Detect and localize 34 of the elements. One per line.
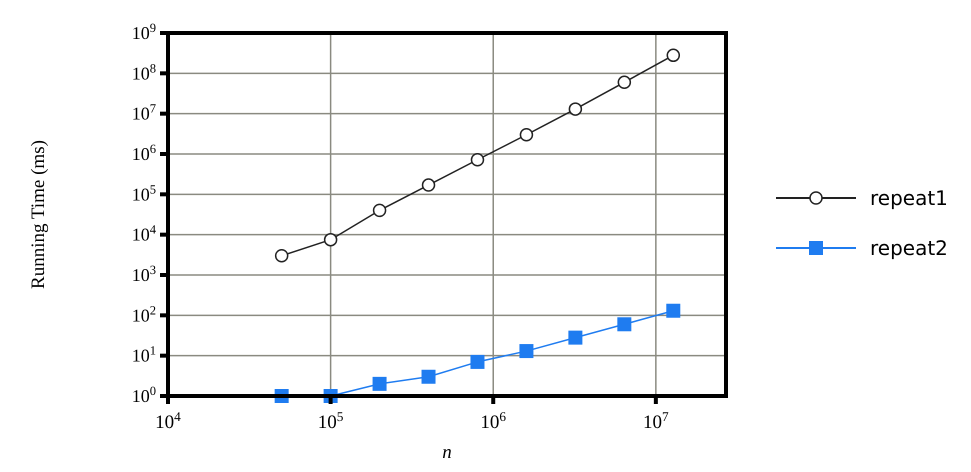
point [422, 370, 436, 384]
y-tick-label: 10$^{9}$ [132, 21, 156, 43]
point [470, 354, 484, 369]
point [324, 232, 338, 246]
legend-label: repeat2 [870, 236, 948, 260]
x-tick-label: 10$^{5}$ [318, 408, 344, 433]
point [666, 48, 680, 62]
x-tick-label: 10$^{4}$ [155, 408, 182, 433]
legend-label: repeat1 [870, 186, 948, 210]
point [520, 128, 534, 142]
point [617, 317, 632, 332]
point [618, 76, 632, 90]
point [470, 153, 484, 167]
point [372, 204, 386, 218]
y-axis-title: Running Time (ms) [28, 140, 49, 289]
point [274, 249, 288, 263]
y-tick-label: 10$^{0}$ [132, 384, 156, 406]
y-tick-label: 10$^{3}$ [132, 263, 156, 285]
y-tick-label: 10$^{4}$ [132, 222, 157, 245]
point [422, 178, 436, 192]
point [568, 330, 582, 345]
point [372, 376, 387, 391]
x-tick-label: 10$^{7}$ [643, 408, 670, 433]
y-tick-label: 10$^{6}$ [132, 142, 156, 164]
y-tick-label: 10$^{8}$ [132, 61, 156, 84]
point [666, 304, 680, 318]
point [568, 102, 582, 116]
y-tick-label: 10$^{2}$ [132, 303, 156, 326]
x-axis-title: n [442, 442, 452, 463]
y-tick-label: 10$^{5}$ [132, 182, 156, 204]
point [519, 344, 534, 358]
x-tick-label: 10$^{6}$ [480, 408, 506, 433]
y-tick-label: 10$^{1}$ [132, 344, 156, 366]
y-tick-label: 10$^{7}$ [132, 102, 156, 124]
